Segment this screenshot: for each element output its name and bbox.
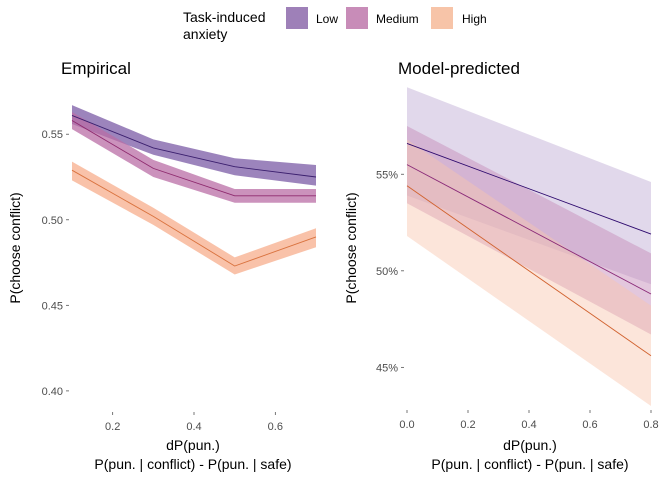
y-axis-label-model: P(choose conflict) [343, 192, 359, 303]
x-axis-label2-empirical: P(pun. | conflict) - P(pun. | safe) [94, 456, 291, 472]
x-axis-label-empirical: dP(pun.) [166, 437, 220, 453]
series-line-low [71, 114, 317, 178]
y-tick-label: 50% [376, 266, 398, 278]
x-axis-label-model: dP(pun.) [503, 437, 557, 453]
legend-label-medium: Medium [376, 12, 419, 26]
series-line-medium [71, 120, 316, 197]
legend-title-line2: anxiety [183, 26, 227, 42]
x-tick-label: 0.6 [268, 421, 283, 433]
legend: Task-induced anxiety Low Medium High [183, 7, 487, 42]
ci-band-low [72, 105, 316, 186]
series-line-high [406, 185, 652, 357]
x-tick-label: 0.2 [460, 419, 475, 431]
plot-area-empirical: 0.2 0.4 0.6 0.40 0.45 0.50 0.55 [42, 105, 317, 433]
y-tick-label: 55% [376, 169, 398, 181]
legend-key-medium [346, 7, 368, 29]
y-tick-label: 0.50 [42, 215, 63, 227]
x-tick-label: 0.0 [399, 419, 414, 431]
y-tick-label: 0.45 [42, 300, 63, 312]
series-line-low [406, 142, 652, 235]
y-tick-label: 0.40 [42, 386, 63, 398]
legend-key-high [431, 7, 453, 29]
x-axis-label2-model: P(pun. | conflict) - P(pun. | safe) [431, 456, 628, 472]
x-tick-label: 0.4 [186, 421, 201, 433]
x-tick-label: 0.2 [105, 421, 120, 433]
series-line-high [71, 169, 317, 267]
legend-entries: Low Medium High [286, 7, 487, 29]
x-tick-label: 0.4 [521, 419, 536, 431]
y-tick-label: 45% [376, 362, 398, 374]
y-tick-label: 0.55 [42, 129, 63, 141]
panel-empirical: Empirical 0.2 0.4 0.6 0.40 0.45 0.50 0.55 P(ch… [7, 59, 317, 472]
x-tick-label: 0.8 [643, 419, 658, 431]
y-axis-label-empirical: P(choose conflict) [7, 192, 23, 303]
legend-key-low [286, 7, 308, 29]
panel-title-empirical: Empirical [61, 59, 131, 78]
ci-band-medium [407, 126, 651, 335]
plot-area-model: 0.0 0.2 0.4 0.6 0.8 45% 50% 55% [376, 87, 659, 431]
x-tick-label: 0.6 [582, 419, 597, 431]
ci-band-high [407, 139, 651, 406]
panel-model: Model-predicted 0.0 0.2 0.4 0.6 0.8 45% 50% 55%… [343, 59, 659, 472]
panel-title-model: Model-predicted [398, 59, 520, 78]
ci-band-medium [72, 112, 316, 203]
series-line-medium [406, 164, 652, 295]
legend-label-low: Low [316, 12, 338, 26]
legend-label-high: High [462, 12, 487, 26]
legend-title-line1: Task-induced [183, 9, 266, 25]
